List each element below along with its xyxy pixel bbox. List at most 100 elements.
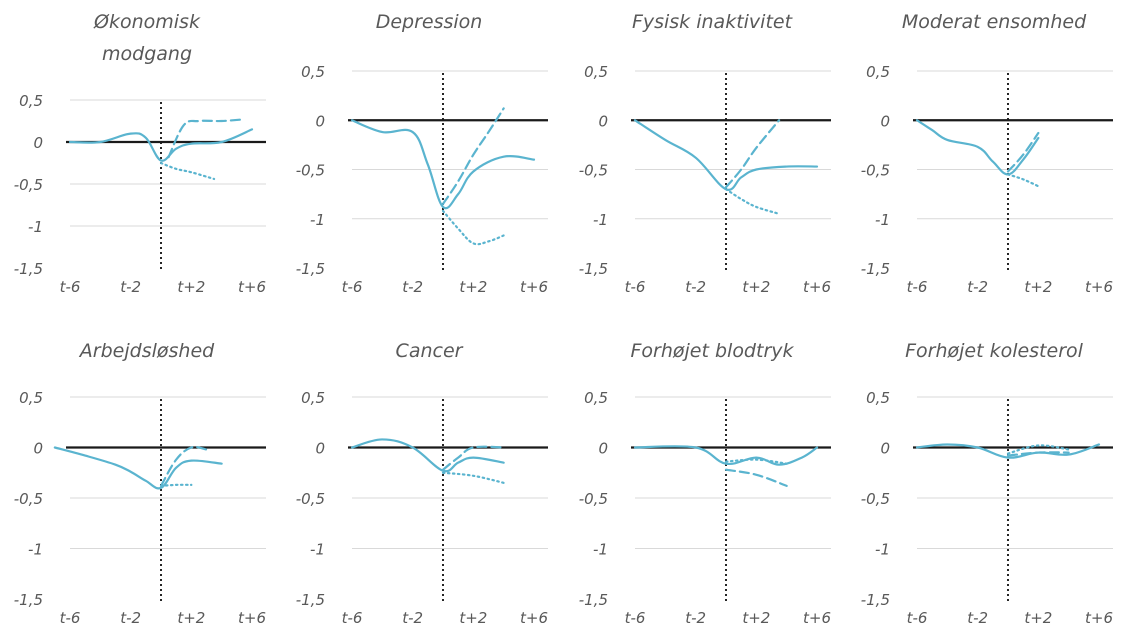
chart-svg: Økonomisk modgang 0,5 0 -0,5 -1 -1,5 t-6 t-2 t+2 t… bbox=[14, 11, 266, 296]
y-tick-label: -1 bbox=[875, 211, 890, 229]
x-tick-label: t-6 bbox=[907, 278, 928, 296]
x-tick-label: t+2 bbox=[459, 278, 487, 296]
series-line-solid bbox=[350, 119, 536, 210]
chart-svg: Moderat ensomhed 0,5 0 -0,5 -1 -1,5 t-6 t-2 t+2 t… bbox=[861, 11, 1113, 296]
series-line-dotted bbox=[724, 458, 788, 465]
y-tick-label: -0,5 bbox=[14, 490, 43, 508]
chart-title: Moderat ensomhed bbox=[902, 11, 1087, 33]
series-line-dashed bbox=[441, 107, 505, 206]
y-tick-label: 0 bbox=[33, 134, 43, 152]
y-tick-label: 0 bbox=[598, 440, 608, 458]
y-tick-label: -1 bbox=[28, 541, 43, 559]
x-tick-label: t+6 bbox=[803, 278, 831, 296]
chart-panel: Arbejdsløshed 0,5 0 -0,5 -1 -1,5 t-6 t-2 t+2 t+6 bbox=[0, 313, 282, 626]
y-tick-label: 0,5 bbox=[301, 63, 325, 81]
chart-panel: Moderat ensomhed 0,5 0 -0,5 -1 -1,5 t-6 t-2 t+2 t… bbox=[847, 0, 1129, 313]
y-tick-label: -0,5 bbox=[579, 162, 608, 180]
y-tick-label: 0,5 bbox=[584, 389, 608, 407]
series-line-solid bbox=[915, 119, 1040, 176]
y-tick-label: 0,5 bbox=[19, 389, 43, 407]
series-line-dashed bbox=[724, 119, 781, 189]
y-tick-label: -1,5 bbox=[579, 260, 608, 278]
x-tick-label: t-6 bbox=[342, 278, 363, 296]
y-tick-label: -1 bbox=[310, 541, 325, 559]
x-tick-label: t+2 bbox=[742, 609, 770, 626]
series-line-dashed bbox=[1006, 131, 1040, 173]
chart-title: modgang bbox=[102, 43, 192, 65]
y-tick-label: -1,5 bbox=[14, 591, 43, 609]
chart-svg: Forhøjet blodtryk 0,5 0 -0,5 -1 -1,5 t-6 t-2 t+2… bbox=[579, 340, 831, 626]
series-line-dotted bbox=[441, 471, 505, 484]
series-line-dotted bbox=[1006, 173, 1040, 188]
x-tick-label: t-2 bbox=[967, 278, 988, 296]
chart-svg: Fysisk inaktivitet 0,5 0 -0,5 -1 -1,5 t-6 t-2 t+… bbox=[579, 11, 831, 296]
y-tick-label: -1 bbox=[875, 541, 890, 559]
chart-title: Fysisk inaktivitet bbox=[632, 11, 794, 33]
y-tick-label: -1 bbox=[28, 218, 43, 236]
x-tick-label: t+2 bbox=[177, 278, 205, 296]
chart-title: Cancer bbox=[396, 340, 464, 362]
y-tick-label: 0,5 bbox=[866, 63, 890, 81]
x-tick-label: t+2 bbox=[1024, 609, 1052, 626]
y-tick-label: -1 bbox=[310, 211, 325, 229]
series-line-solid bbox=[350, 438, 505, 473]
x-tick-label: t-6 bbox=[60, 609, 81, 626]
x-tick-label: t+6 bbox=[1085, 609, 1113, 626]
x-tick-label: t-6 bbox=[342, 609, 363, 626]
chart-svg: Forhøjet kolesterol 0,5 0 -0,5 -1 -1,5 t-6 t-2 t… bbox=[861, 340, 1113, 626]
x-tick-label: t-6 bbox=[60, 278, 81, 296]
x-tick-label: t-2 bbox=[120, 278, 141, 296]
series-line-dotted bbox=[1006, 444, 1070, 455]
x-tick-label: t-6 bbox=[625, 278, 646, 296]
x-tick-label: t-2 bbox=[402, 278, 423, 296]
chart-title: Forhøjet kolesterol bbox=[905, 340, 1084, 362]
y-tick-label: 0 bbox=[315, 112, 325, 130]
x-tick-label: t-2 bbox=[685, 609, 706, 626]
x-tick-label: t-6 bbox=[625, 609, 646, 626]
series-line-solid bbox=[68, 128, 254, 162]
y-tick-label: 0 bbox=[33, 440, 43, 458]
y-tick-label: -0,5 bbox=[14, 176, 43, 194]
y-tick-label: 0,5 bbox=[584, 63, 608, 81]
chart-panel: Fysisk inaktivitet 0,5 0 -0,5 -1 -1,5 t-6 t-2 t+… bbox=[565, 0, 847, 313]
series-line-solid bbox=[633, 445, 819, 466]
y-tick-label: 0 bbox=[598, 112, 608, 130]
y-tick-label: 0 bbox=[880, 112, 890, 130]
y-tick-label: 0 bbox=[315, 440, 325, 458]
y-tick-label: -0,5 bbox=[579, 490, 608, 508]
x-tick-label: t+6 bbox=[238, 609, 266, 626]
y-tick-label: -1,5 bbox=[296, 591, 325, 609]
chart-svg: Depression 0,5 0 -0,5 -1 -1,5 t-6 t-2 t+2 t+6 bbox=[296, 11, 548, 296]
y-tick-label: -0,5 bbox=[861, 162, 890, 180]
y-tick-label: 0 bbox=[880, 440, 890, 458]
series-line-solid bbox=[53, 446, 223, 490]
y-tick-label: 0,5 bbox=[19, 92, 43, 110]
x-tick-label: t+2 bbox=[1024, 278, 1052, 296]
x-tick-label: t+6 bbox=[803, 609, 831, 626]
x-tick-label: t-2 bbox=[967, 609, 988, 626]
y-tick-label: -1,5 bbox=[14, 260, 43, 278]
chart-panel: Cancer 0,5 0 -0,5 -1 -1,5 t-6 t-2 t+2 t+6 bbox=[282, 313, 564, 626]
y-tick-label: -1 bbox=[593, 541, 608, 559]
y-tick-label: -1,5 bbox=[861, 260, 890, 278]
x-tick-label: t+6 bbox=[1085, 278, 1113, 296]
chart-svg: Arbejdsløshed 0,5 0 -0,5 -1 -1,5 t-6 t-2 t+2 t+6 bbox=[14, 340, 266, 626]
series-line-solid bbox=[915, 443, 1101, 459]
y-tick-label: -0,5 bbox=[296, 162, 325, 180]
series-line-dashed bbox=[724, 468, 788, 487]
y-tick-label: -1 bbox=[593, 211, 608, 229]
y-tick-label: -0,5 bbox=[861, 490, 890, 508]
y-tick-label: 0,5 bbox=[866, 389, 890, 407]
x-tick-label: t-2 bbox=[120, 609, 141, 626]
chart-panel: Økonomisk modgang 0,5 0 -0,5 -1 -1,5 t-6 t-2 t+2 t… bbox=[0, 0, 282, 313]
series-line-dashed bbox=[1006, 451, 1070, 457]
x-tick-label: t+6 bbox=[520, 278, 548, 296]
x-tick-label: t-2 bbox=[685, 278, 706, 296]
x-tick-label: t-6 bbox=[907, 609, 928, 626]
y-tick-label: 0,5 bbox=[301, 389, 325, 407]
x-tick-label: t+6 bbox=[238, 278, 266, 296]
y-tick-label: -1,5 bbox=[579, 591, 608, 609]
x-tick-label: t+6 bbox=[520, 609, 548, 626]
chart-panel: Forhøjet blodtryk 0,5 0 -0,5 -1 -1,5 t-6 t-2 t+2… bbox=[565, 313, 847, 626]
